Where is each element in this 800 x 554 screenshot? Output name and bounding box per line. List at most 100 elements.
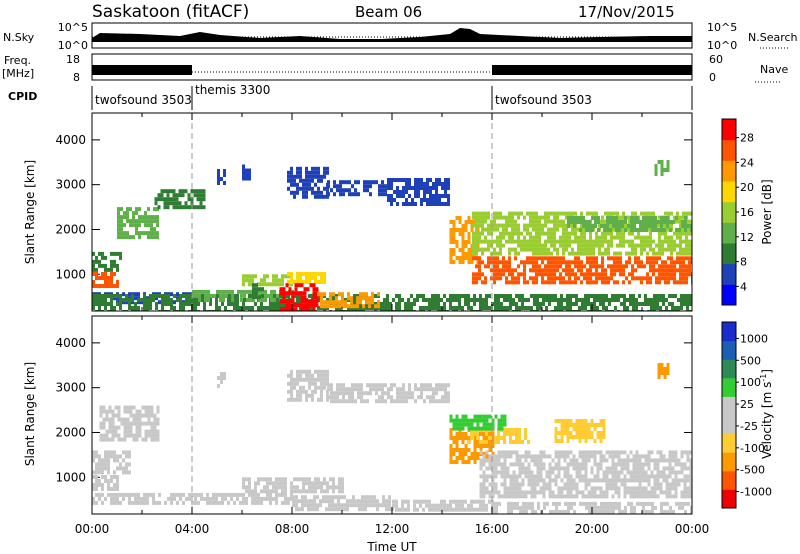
scatter-cell: [475, 235, 478, 240]
scatter-cell: [200, 294, 203, 298]
scatter-cell: [519, 505, 522, 510]
scatter-cell: [345, 387, 348, 392]
scatter-cell: [135, 429, 139, 434]
scatter-cell: [629, 450, 633, 455]
scatter-cell: [509, 428, 512, 432]
scatter-cell: [110, 298, 113, 302]
scatter-cell: [308, 481, 311, 486]
scatter-cell: [527, 440, 530, 444]
scatter-cell: [611, 454, 615, 459]
scatter-cell: [313, 503, 316, 508]
scatter-cell: [461, 248, 465, 252]
scatter-cell: [555, 509, 558, 514]
scatter-cell: [458, 499, 461, 504]
colorbar-tick-label: 20: [740, 181, 754, 194]
scatter-cell: [478, 276, 481, 281]
scatter-cell: [560, 435, 564, 439]
scatter-cell: [590, 466, 594, 471]
scatter-cell: [113, 492, 116, 497]
scatter-cell: [651, 220, 654, 224]
scatter-cell: [386, 302, 389, 306]
scatter-cell: [116, 251, 119, 256]
scatter-cell: [635, 306, 638, 310]
scatter-cell: [593, 490, 597, 495]
scatter-cell: [305, 481, 308, 486]
scatter-cell: [628, 219, 631, 224]
scatter-cell: [482, 436, 486, 440]
scatter-cell: [378, 399, 381, 404]
scatter-cell: [312, 283, 316, 288]
scatter-cell: [491, 432, 495, 436]
scatter-cell: [245, 485, 248, 490]
scatter-cell: [619, 235, 622, 240]
scatter-cell: [351, 391, 354, 396]
scatter-cell: [200, 492, 203, 497]
scatter-cell: [361, 507, 364, 512]
scatter-cell: [273, 297, 276, 302]
xtick-label: 20:00: [575, 522, 610, 536]
scatter-cell: [613, 211, 616, 216]
scatter-cell: [529, 231, 532, 236]
scatter-cell: [516, 505, 519, 510]
scatter-cell: [323, 292, 326, 297]
scatter-cell: [628, 243, 631, 248]
scatter-cell: [131, 298, 134, 302]
scatter-cell: [107, 267, 110, 272]
scatter-cell: [585, 220, 588, 224]
scatter-cell: [650, 474, 654, 479]
scatter-cell: [113, 296, 116, 301]
scatter-cell: [472, 231, 475, 236]
scatter-cell: [287, 274, 290, 279]
scatter-cell: [147, 433, 151, 438]
scatter-cell: [665, 482, 669, 487]
scatter-cell: [447, 391, 450, 396]
scatter-cell: [545, 294, 548, 298]
scatter-cell: [484, 280, 487, 285]
scatter-cell: [508, 231, 511, 236]
scatter-cell: [95, 276, 98, 280]
scatter-cell: [101, 251, 104, 256]
scatter-cell: [682, 280, 685, 285]
scatter-cell: [126, 215, 129, 220]
scatter-cell: [386, 294, 389, 298]
scatter-cell: [535, 268, 538, 273]
scatter-cell: [632, 306, 635, 310]
scatter-cell: [581, 494, 585, 499]
scatter-cell: [520, 272, 523, 277]
scatter-cell: [635, 462, 639, 467]
scatter-cell: [601, 256, 604, 261]
scatter-cell: [452, 440, 456, 444]
scatter-cell: [496, 276, 499, 281]
scatter-cell: [378, 387, 381, 392]
scatter-cell: [314, 485, 317, 490]
scatter-cell: [515, 432, 518, 436]
scatter-cell: [554, 482, 558, 487]
scatter-cell: [467, 256, 471, 260]
scatter-cell: [272, 496, 275, 501]
scatter-cell: [581, 435, 585, 439]
scatter-cell: [156, 429, 160, 434]
scatter-cell: [502, 268, 505, 273]
scatter-cell: [566, 439, 570, 443]
scatter-cell: [116, 454, 119, 459]
scatter-cell: [611, 482, 615, 487]
scatter-cell: [562, 260, 565, 265]
scatter-cell: [435, 387, 438, 392]
scatter-cell: [193, 193, 197, 198]
scatter-cell: [645, 216, 648, 220]
scatter-cell: [621, 220, 624, 224]
scatter-cell: [332, 481, 335, 486]
scatter-cell: [643, 264, 646, 269]
scatter-cell: [322, 495, 325, 500]
scatter-cell: [215, 294, 218, 298]
scatter-cell: [440, 298, 443, 302]
scatter-cell: [665, 494, 669, 499]
scatter-cell: [315, 295, 319, 300]
scatter-cell: [607, 276, 610, 281]
scatter-cell: [98, 276, 101, 280]
scatter-cell: [95, 479, 98, 483]
scatter-cell: [349, 499, 352, 504]
scatter-cell: [521, 306, 524, 310]
scatter-cell: [408, 194, 411, 198]
scatter-cell: [676, 260, 679, 265]
